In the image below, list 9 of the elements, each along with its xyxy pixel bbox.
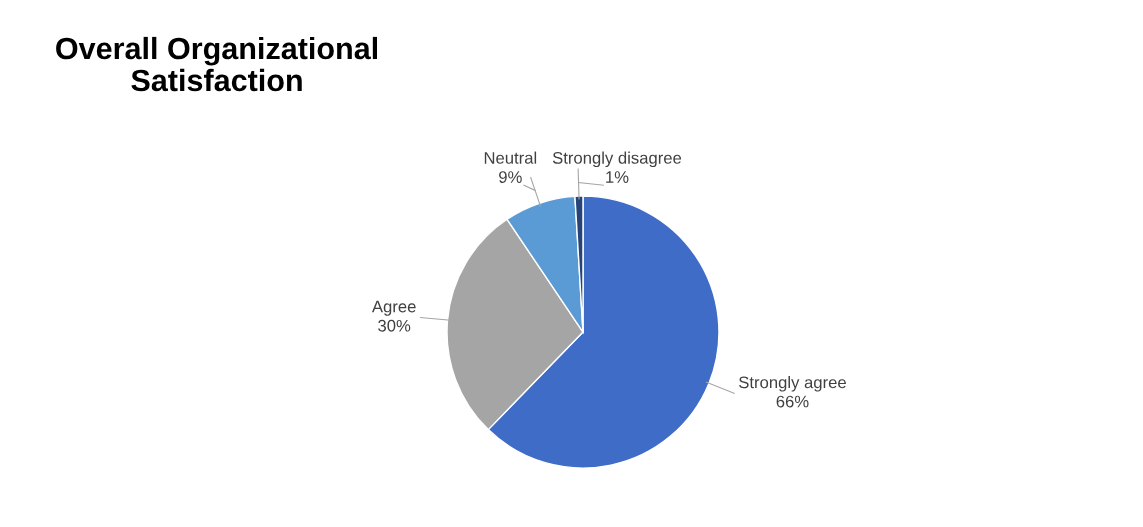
- slice-label: Strongly agree: [739, 376, 846, 392]
- data-label: 9%: [499, 171, 522, 183]
- slice-label: Neutral: [484, 151, 537, 164]
- slice-label: Strongly disagree: [552, 151, 682, 168]
- data-label: 66%: [776, 395, 809, 408]
- data-label: 1%: [606, 171, 629, 183]
- chart-title: Overall Organizational Satisfaction: [56, 36, 378, 92]
- slice-label: Agree: [371, 300, 416, 316]
- data-label: 30%: [378, 319, 411, 332]
